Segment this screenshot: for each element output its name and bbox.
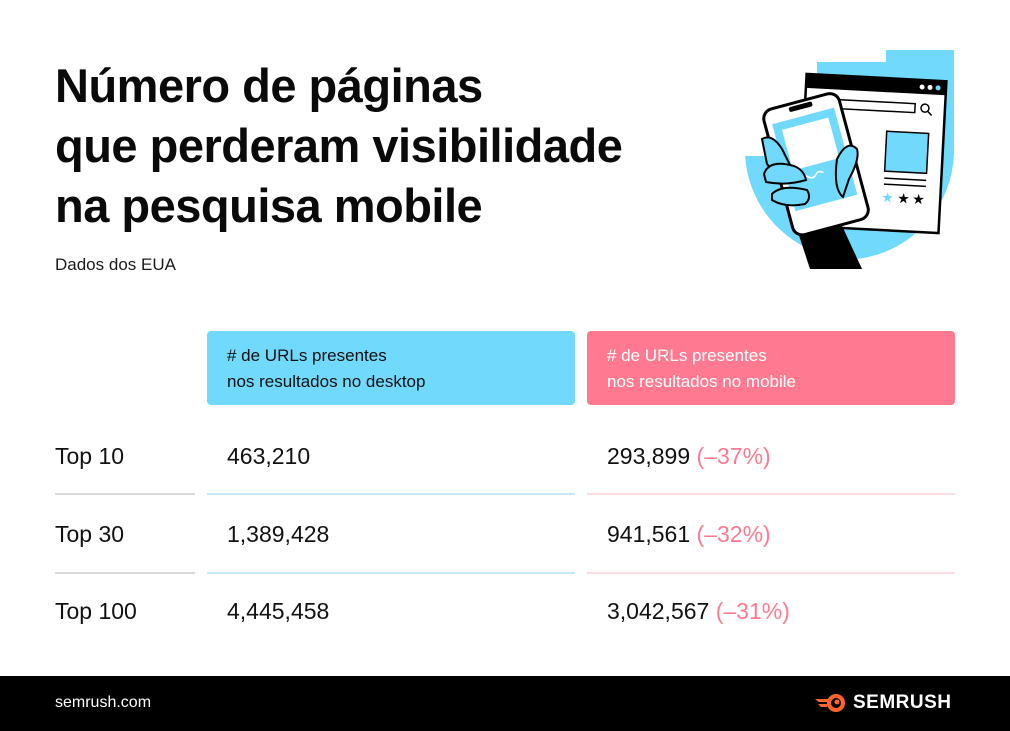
row-label-top-100: Top 100 bbox=[55, 598, 137, 624]
change-percent: (–37%) bbox=[696, 443, 771, 469]
desktop-value-top-30: 1,389,428 bbox=[227, 521, 330, 547]
brand-name: SEMRUSH bbox=[853, 692, 952, 713]
row-divider bbox=[207, 572, 575, 574]
title-line-3: na pesquisa mobile bbox=[55, 179, 483, 232]
page-title: Número de páginas que perderam visibilid… bbox=[55, 56, 623, 236]
phone-and-browser-illustration-icon: ★ ★ ★ bbox=[742, 44, 972, 269]
mobile-value-top-100: 3,042,567 (–31%) bbox=[607, 598, 790, 625]
row-divider bbox=[55, 572, 195, 574]
row-divider bbox=[207, 493, 575, 495]
column-header-mobile-line-1: # de URLs presentes bbox=[607, 346, 767, 365]
change-percent: (–31%) bbox=[715, 598, 790, 624]
mobile-count: 293,899 bbox=[607, 443, 691, 469]
row-label-top-10: Top 10 bbox=[55, 443, 125, 469]
mobile-count: 941,561 bbox=[607, 521, 691, 547]
svg-text:★: ★ bbox=[881, 189, 894, 206]
column-header-mobile: # de URLs presentes nos resultados no mo… bbox=[587, 331, 955, 405]
mobile-count: 3,042,567 bbox=[607, 598, 710, 624]
mobile-value-top-30: 941,561 (–32%) bbox=[607, 521, 771, 548]
svg-text:★: ★ bbox=[897, 190, 910, 207]
row-divider bbox=[55, 493, 195, 495]
column-header-desktop-line-1: # de URLs presentes bbox=[227, 346, 387, 365]
subtitle: Dados dos EUA bbox=[55, 255, 176, 274]
svg-text:★: ★ bbox=[912, 191, 925, 208]
column-header-desktop-line-2: nos resultados no desktop bbox=[227, 372, 426, 391]
semrush-logo: SEMRUSH bbox=[815, 692, 952, 714]
row-label-top-30: Top 30 bbox=[55, 521, 125, 547]
desktop-value-top-10: 463,210 bbox=[227, 443, 311, 469]
semrush-fireball-icon bbox=[815, 694, 845, 712]
row-divider bbox=[587, 572, 955, 574]
title-line-2: que perderam visibilidade bbox=[55, 119, 623, 172]
footer-url[interactable]: semrush.com bbox=[55, 694, 152, 711]
column-header-desktop: # de URLs presentes nos resultados no de… bbox=[207, 331, 575, 405]
column-header-mobile-line-2: nos resultados no mobile bbox=[607, 372, 797, 391]
row-divider bbox=[587, 493, 955, 495]
change-percent: (–32%) bbox=[696, 521, 771, 547]
title-line-1: Número de páginas bbox=[55, 59, 483, 112]
mobile-value-top-10: 293,899 (–37%) bbox=[607, 443, 771, 470]
desktop-value-top-100: 4,445,458 bbox=[227, 598, 330, 624]
footer: semrush.com SEMRUSH bbox=[0, 676, 1010, 731]
